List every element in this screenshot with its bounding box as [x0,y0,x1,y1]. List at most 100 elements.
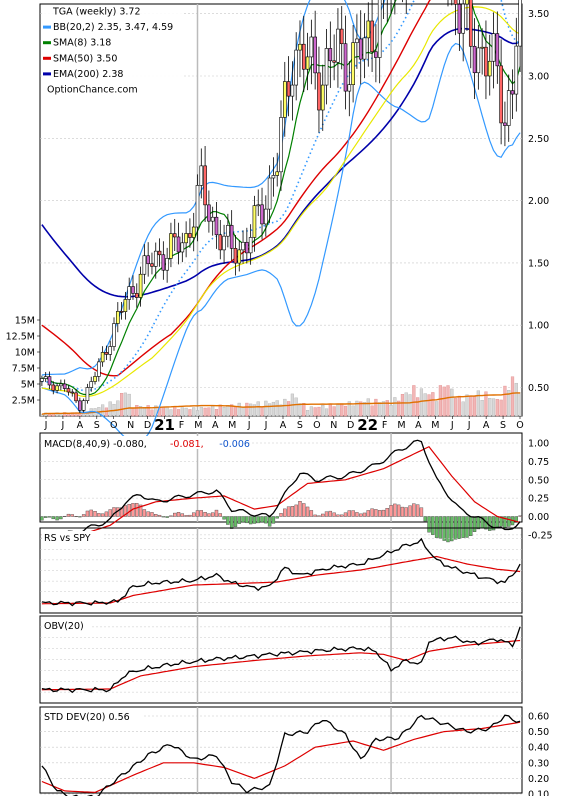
volume-bar [374,398,378,417]
volume-bar [469,395,473,417]
candle-body [282,81,287,118]
volume-bar [116,400,120,417]
candle-body [491,33,496,62]
x-axis-tick-label: N [330,420,337,431]
candle-body [104,352,109,355]
std-dev-average-line [41,721,521,794]
x-axis-tick-label: A [280,420,287,431]
obv-average-line [41,639,521,691]
candle-body [40,378,44,382]
candle-body [97,361,101,377]
candle-body [275,171,280,176]
volume-average-line [41,392,521,415]
x-axis-tick-label: M [431,420,439,431]
volume-bar [427,394,431,417]
macd-histogram-bar [275,516,279,519]
macd-histogram-bar [233,516,238,527]
macd-histogram-bar [366,510,370,517]
volume-bar [491,398,496,417]
macd-histogram-bar [271,516,276,524]
x-axis-tick-label: S [297,420,303,431]
x-axis-tick-label: 21 [154,416,175,434]
legend-swatch [43,41,51,45]
x-axis-tick-label: A [483,420,490,431]
legend-background [43,6,183,94]
volume-bar [245,402,249,417]
x-axis-tick-label: F [179,420,184,431]
volume-bar [176,409,181,417]
candle-body [476,47,481,74]
macd-histogram-bar [385,508,389,517]
macd-histogram-bar [59,516,63,520]
volume-bar [138,406,143,417]
macd-histogram-bar [381,509,386,517]
macd-signal-line [41,445,521,536]
macd-histogram-bar [165,516,169,518]
volume-bar [446,385,450,417]
candle-body [66,388,71,393]
volume-bar [385,400,389,417]
volume-bar [435,401,439,417]
macd-label: -0.081, [170,439,204,450]
candle-body [351,42,355,85]
candle-body [116,311,120,324]
candle-body [127,286,131,300]
volume-bar [169,409,173,417]
legend-label: SMA(8) 3.18 [53,38,111,49]
legend-swatch [43,56,51,60]
macd-histogram-bar [62,515,67,517]
volume-bar [423,393,427,417]
macd-histogram-bar [138,504,143,517]
macd-histogram-bar [180,513,185,517]
std-dev-tick-label: 0.10 [528,790,549,796]
volume-bar [249,403,253,417]
volume-bar [192,407,196,417]
candle-body [264,208,268,225]
volume-bar [279,404,283,417]
std-dev-line [41,714,521,796]
legend-swatch [43,72,51,76]
macd-histogram-bar [499,516,503,527]
macd-histogram-bar [135,503,139,517]
macd-tick-label: 1.00 [528,439,549,450]
candle-body [70,391,75,394]
macd-histogram-bar [40,516,44,521]
macd-histogram-bar [283,508,287,517]
volume-bar [389,404,393,417]
macd-histogram-bar [313,514,317,517]
volume-bar [476,390,480,417]
candle-body [358,38,363,60]
x-axis-tick-label: S [94,420,100,431]
candle-body [78,400,82,411]
macd-histogram-bar [332,512,336,517]
std-dev-frame [39,706,523,794]
candle-body [294,49,298,86]
macd-histogram-bar [199,510,203,517]
volume-bar [336,404,340,417]
candle-body [123,299,128,312]
std-dev-tick-label: 0.60 [528,712,549,723]
volume-bar [472,396,477,417]
volume-bar [370,405,374,417]
volume-bar [40,414,44,417]
price-tick-label: 3.50 [528,9,549,20]
macd-histogram-bar [89,509,93,517]
candle-body [453,0,458,5]
candle-body [229,225,234,249]
volume-bar [241,406,245,417]
macd-histogram-bar [317,515,321,517]
obv-line [41,626,521,694]
candle-body [207,204,211,222]
volume-bar [252,404,257,417]
macd-histogram-bar [47,516,52,518]
volume-bar [480,400,484,417]
candle-body [309,36,314,58]
volume-bar [283,398,287,417]
macd-histogram-bar [309,510,314,517]
std-dev-panel: STD DEV(20) 0.56 0.60 0.50 0.40 0.30 0.20 0.10 [39,706,549,796]
macd-histogram-bar [74,516,78,518]
candle-body [59,383,63,387]
macd-histogram-bar [389,505,393,517]
candle-body [108,346,113,355]
volume-bar [222,407,226,417]
